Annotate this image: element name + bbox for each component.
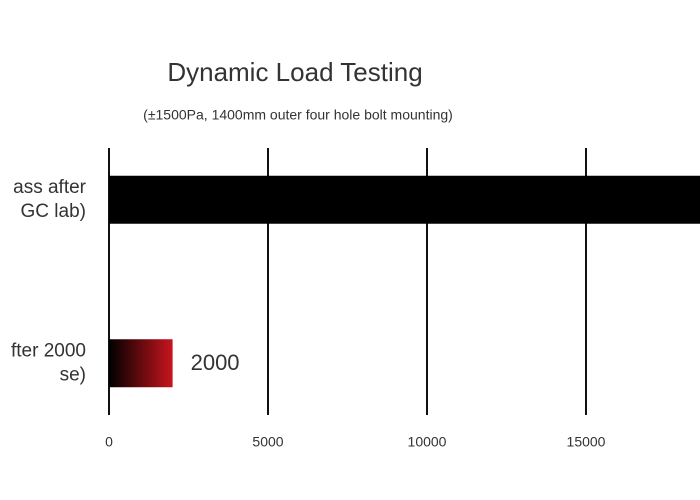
x-tick-label: 15000 [567, 434, 606, 450]
chart-subtitle: (±1500Pa, 1400mm outer four hole bolt mo… [143, 107, 453, 123]
bar [109, 339, 173, 388]
y-tick-label: GC lab) [21, 201, 86, 222]
y-tick-label: fter 2000 [11, 340, 86, 361]
x-tick-label: 0 [105, 434, 113, 450]
x-tick-label: 5000 [252, 434, 283, 450]
x-tick-label: 10000 [408, 434, 447, 450]
y-tick-label: se) [60, 364, 86, 385]
bar [109, 175, 700, 224]
value-label: 2000 [191, 350, 240, 375]
y-tick-label: ass after [13, 177, 87, 198]
chart-title: Dynamic Load Testing [167, 57, 422, 87]
